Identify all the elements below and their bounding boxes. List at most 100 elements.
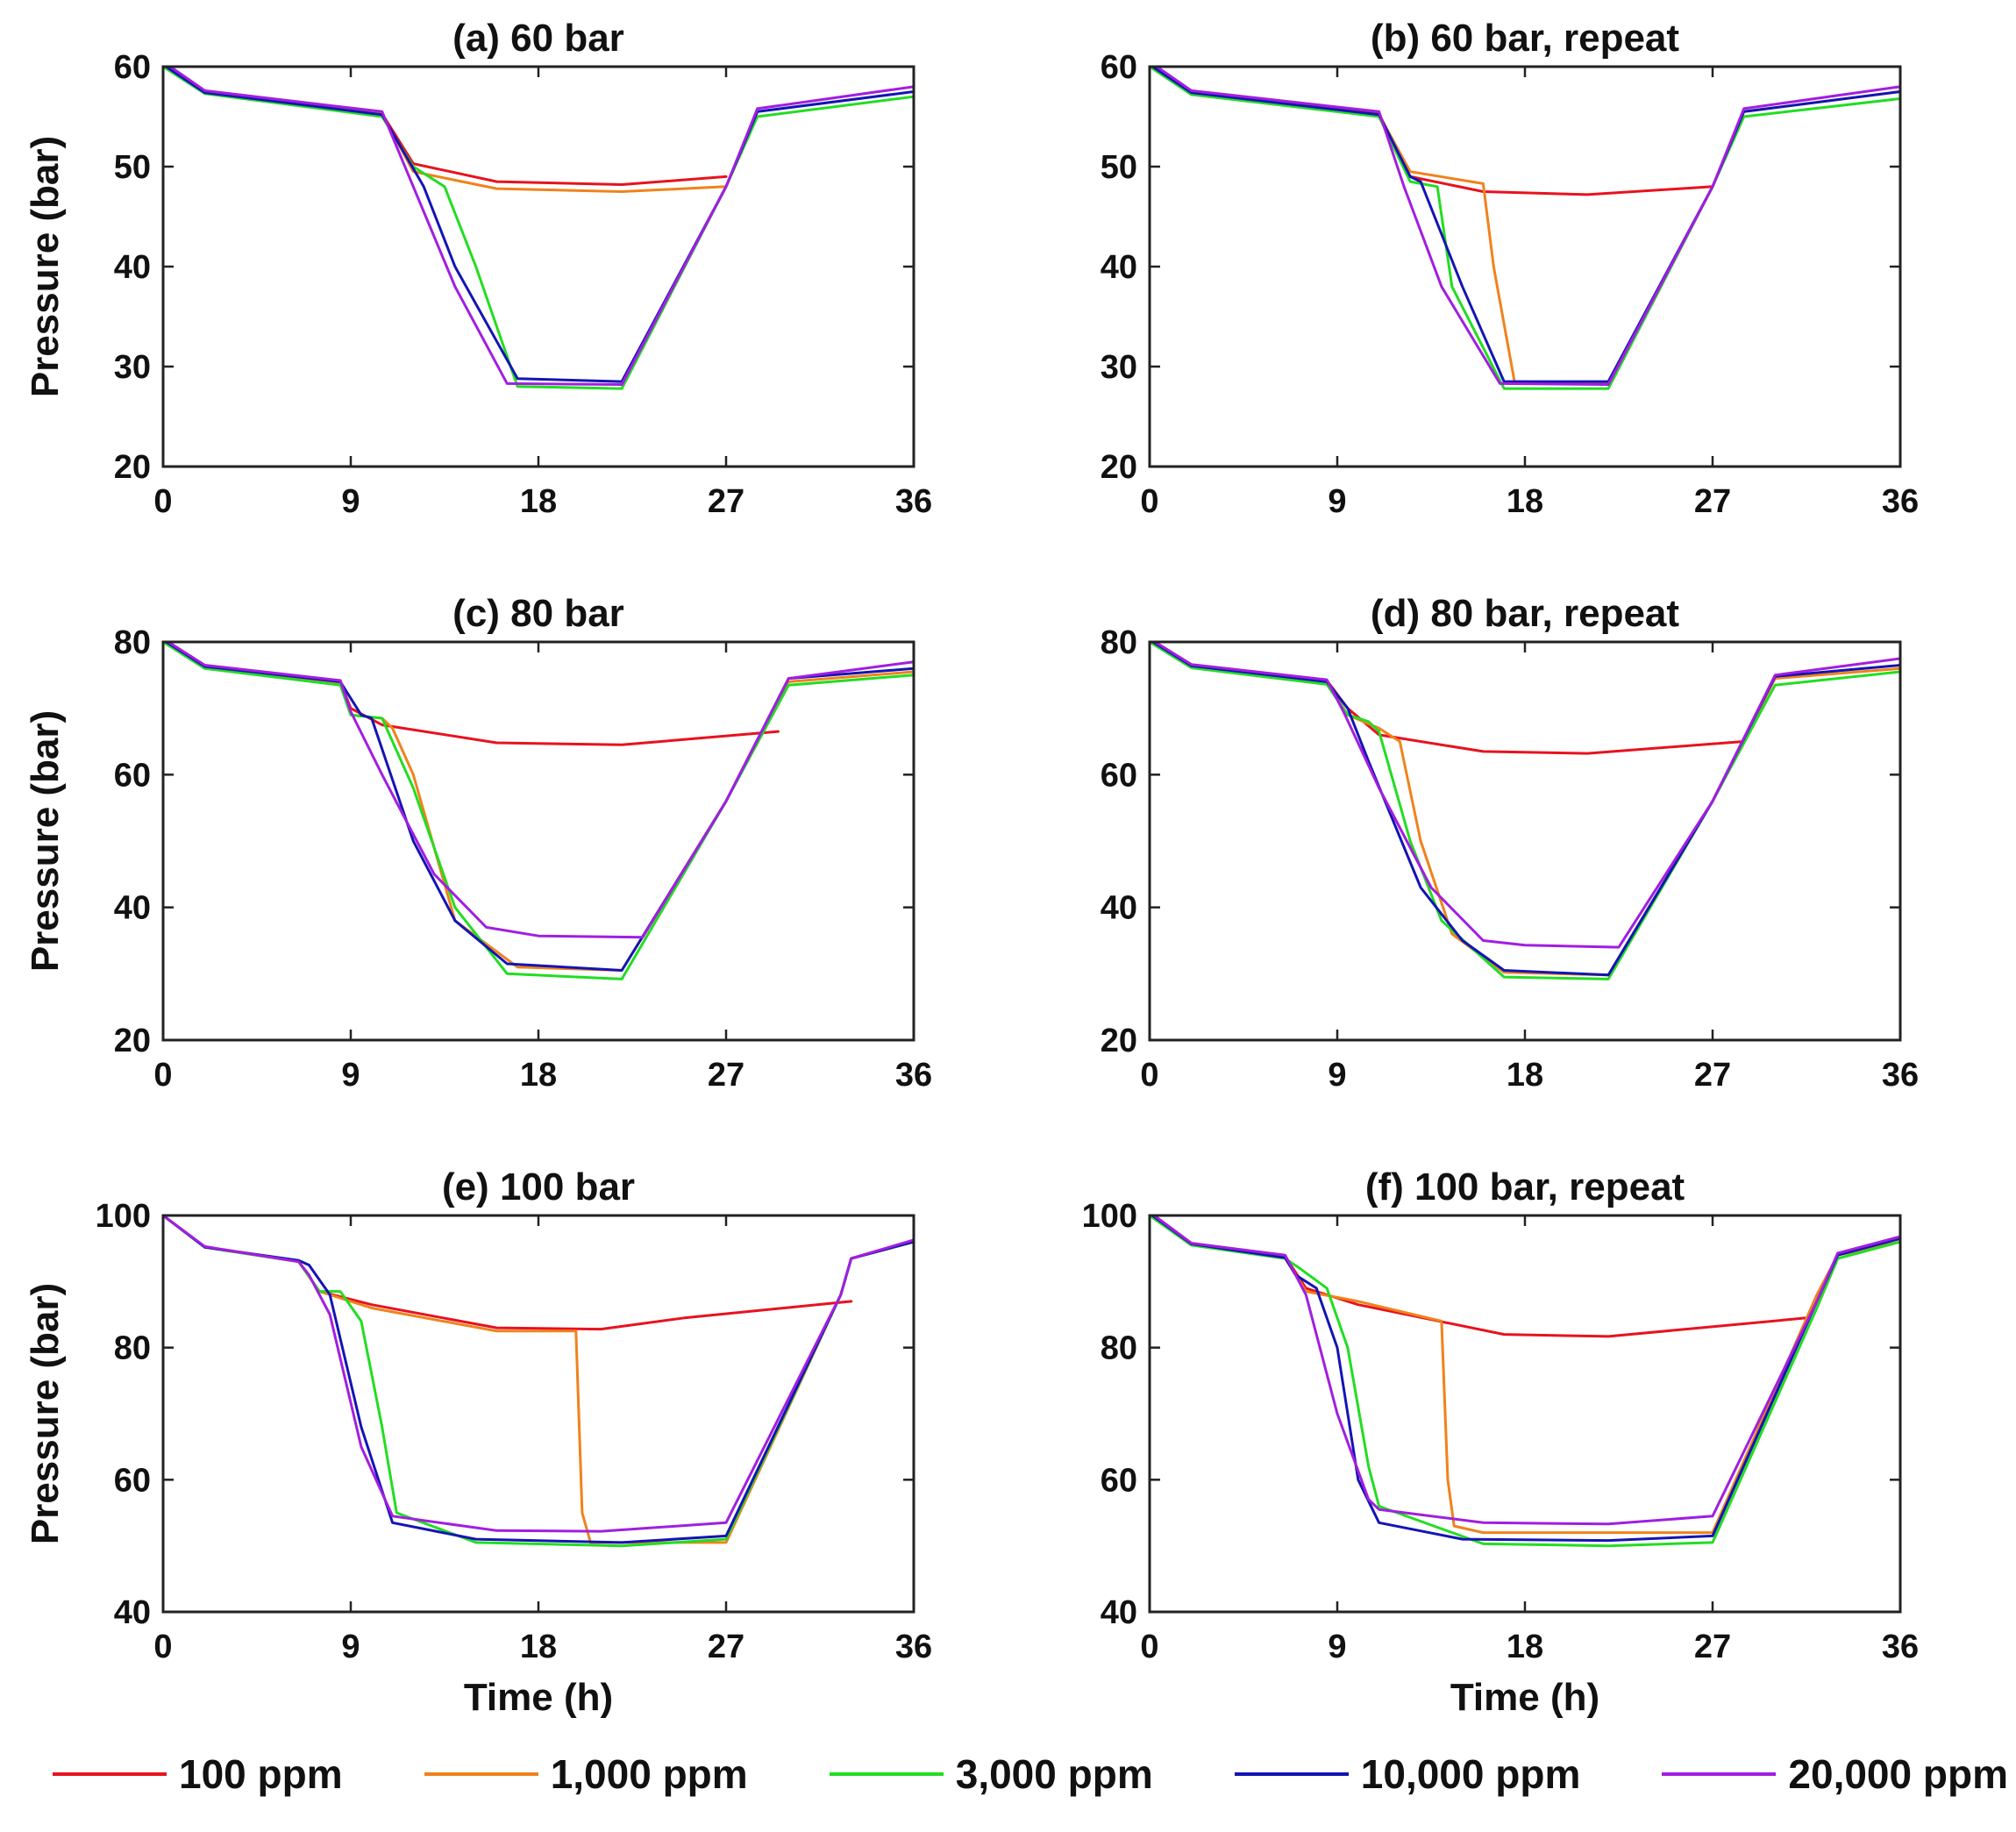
plot-frame bbox=[161, 65, 915, 468]
x-tick-label: 27 bbox=[1694, 1629, 1731, 1665]
x-tick-label: 0 bbox=[1140, 1057, 1158, 1094]
panel-title: (f) 100 bar, repeat bbox=[1365, 1165, 1685, 1208]
x-tick-label: 9 bbox=[1328, 1629, 1346, 1665]
y-tick-label: 100 bbox=[1082, 1198, 1137, 1235]
legend-item: 1,000 ppm bbox=[424, 1750, 748, 1798]
legend-item: 10,000 ppm bbox=[1234, 1750, 1581, 1798]
x-tick-label: 18 bbox=[1507, 1629, 1543, 1665]
plot-frame bbox=[1148, 65, 1902, 468]
series-line-2 bbox=[163, 642, 914, 980]
legend-label: 1,000 ppm bbox=[550, 1751, 748, 1797]
y-tick-label: 20 bbox=[1101, 1023, 1137, 1059]
y-tick-label: 40 bbox=[1101, 890, 1137, 927]
y-tick-label: 40 bbox=[1101, 1594, 1137, 1631]
series-line-4 bbox=[167, 67, 914, 386]
panel-title: (e) 100 bar bbox=[442, 1165, 635, 1208]
plot-frame bbox=[161, 1214, 915, 1614]
y-tick-label: 60 bbox=[114, 49, 151, 86]
y-tick-label: 80 bbox=[1101, 624, 1137, 661]
x-tick-label: 27 bbox=[1694, 483, 1731, 520]
legend-item: 100 ppm bbox=[53, 1750, 343, 1798]
series-line-2 bbox=[163, 67, 914, 390]
x-tick-label: 36 bbox=[1882, 483, 1919, 520]
series-line-3 bbox=[163, 1215, 914, 1544]
y-tick-label: 60 bbox=[114, 1462, 151, 1499]
y-tick-label: 50 bbox=[1101, 149, 1137, 186]
y-tick-label: 60 bbox=[1101, 49, 1137, 86]
x-tick-label: 9 bbox=[341, 483, 360, 520]
panel-2: 0 9 18 27 36 20 40 60 80 (c) 80 bar Pressure (bar) bbox=[24, 592, 932, 1094]
series-line-2 bbox=[1150, 67, 1900, 390]
y-tick-label: 20 bbox=[114, 1023, 151, 1059]
y-tick-label: 20 bbox=[114, 449, 151, 486]
legend-swatch bbox=[1234, 1772, 1349, 1776]
y-tick-label: 60 bbox=[114, 757, 151, 794]
y-axis-label: Pressure (bar) bbox=[24, 710, 67, 972]
legend-label: 10,000 ppm bbox=[1360, 1751, 1581, 1797]
series-line-3 bbox=[163, 642, 914, 972]
x-tick-label: 27 bbox=[1694, 1057, 1731, 1094]
legend-swatch bbox=[1662, 1772, 1777, 1776]
y-tick-label: 40 bbox=[114, 1594, 151, 1631]
legend-swatch bbox=[53, 1772, 167, 1776]
series-line-4 bbox=[1152, 642, 1900, 949]
y-tick-label: 20 bbox=[1101, 449, 1137, 486]
x-tick-label: 27 bbox=[708, 1629, 744, 1665]
series-line-1 bbox=[1150, 642, 1900, 977]
series-line-0 bbox=[163, 1215, 853, 1331]
panel-title: (b) 60 bar, repeat bbox=[1371, 17, 1679, 60]
y-tick-label: 80 bbox=[114, 624, 151, 661]
x-tick-label: 9 bbox=[1328, 483, 1346, 520]
y-tick-label: 40 bbox=[114, 249, 151, 286]
x-tick-label: 9 bbox=[1328, 1057, 1346, 1094]
series-line-0 bbox=[1151, 1215, 1808, 1338]
series-line-0 bbox=[1150, 642, 1746, 755]
x-tick-label: 9 bbox=[341, 1629, 360, 1665]
series-line-0 bbox=[165, 67, 728, 186]
series-line-4 bbox=[163, 1215, 914, 1533]
panel-4: 0 9 18 27 36 40 60 80 100 (e) 100 bar Pressure (ba… bbox=[24, 1165, 932, 1719]
x-axis-label: Time (h) bbox=[1450, 1676, 1599, 1719]
series-line-4 bbox=[1151, 1215, 1900, 1526]
legend-swatch bbox=[424, 1772, 538, 1776]
plot-frame bbox=[161, 640, 915, 1042]
x-axis-label: Time (h) bbox=[464, 1676, 613, 1719]
legend-label: 20,000 ppm bbox=[1788, 1751, 2008, 1797]
legend-label: 100 ppm bbox=[179, 1751, 343, 1797]
series-line-1 bbox=[163, 642, 914, 972]
x-tick-label: 18 bbox=[1507, 483, 1543, 520]
x-tick-label: 27 bbox=[708, 483, 744, 520]
x-tick-label: 27 bbox=[708, 1057, 744, 1094]
plot-frame bbox=[1148, 1214, 1902, 1614]
panel-title: (a) 60 bar bbox=[452, 17, 624, 60]
x-tick-label: 0 bbox=[153, 1629, 172, 1665]
x-tick-label: 36 bbox=[895, 1057, 932, 1094]
series-line-0 bbox=[163, 642, 780, 746]
x-tick-label: 18 bbox=[520, 1057, 557, 1094]
y-tick-label: 40 bbox=[1101, 249, 1137, 286]
x-tick-label: 18 bbox=[1507, 1057, 1543, 1094]
legend-item: 3,000 ppm bbox=[829, 1750, 1153, 1798]
y-tick-label: 50 bbox=[114, 149, 151, 186]
series-line-4 bbox=[1154, 67, 1900, 386]
x-tick-label: 0 bbox=[1140, 1629, 1158, 1665]
y-tick-label: 30 bbox=[114, 349, 151, 386]
panel-title: (d) 80 bar, repeat bbox=[1371, 592, 1679, 635]
series-line-3 bbox=[1150, 642, 1900, 977]
x-tick-label: 36 bbox=[895, 483, 932, 520]
x-tick-label: 0 bbox=[1140, 483, 1158, 520]
panel-3: 0 9 18 27 36 20 40 60 80 (d) 80 bar, repeat bbox=[1101, 592, 1919, 1094]
y-tick-label: 80 bbox=[1101, 1330, 1137, 1367]
x-tick-label: 36 bbox=[1882, 1629, 1919, 1665]
x-tick-label: 9 bbox=[341, 1057, 360, 1094]
y-tick-label: 60 bbox=[1101, 1462, 1137, 1499]
x-tick-label: 0 bbox=[153, 1057, 172, 1094]
series-line-2 bbox=[1150, 1215, 1900, 1548]
panel-5: 0 9 18 27 36 40 60 80 100 (f) 100 bar, repeat Time… bbox=[1082, 1165, 1920, 1719]
x-tick-label: 36 bbox=[895, 1629, 932, 1665]
y-tick-label: 80 bbox=[114, 1330, 151, 1367]
y-tick-label: 40 bbox=[114, 890, 151, 927]
x-tick-label: 18 bbox=[520, 483, 557, 520]
legend-label: 3,000 ppm bbox=[955, 1751, 1153, 1797]
